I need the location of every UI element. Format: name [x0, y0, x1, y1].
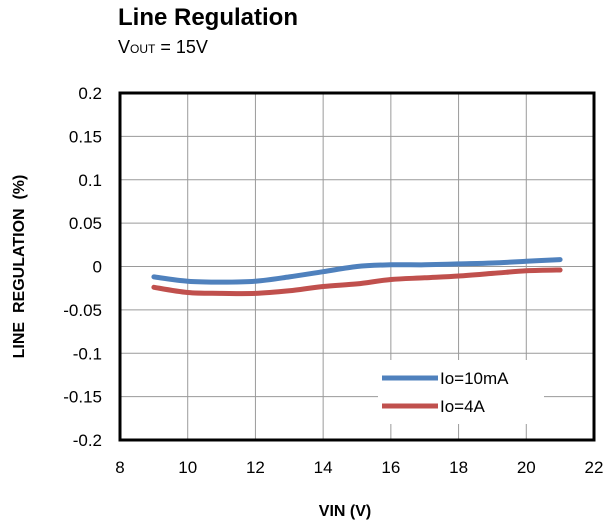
x-tick-label: 12: [246, 458, 265, 477]
series-line: [151, 267, 563, 297]
x-tick-label: 20: [517, 458, 536, 477]
subtitle-subscript: OUT: [130, 42, 156, 56]
y-tick-labels: 0.2 0.15 0.1 0.05 0 -0.05 -0.1 -0.15 -0.2: [63, 84, 102, 450]
y-tick-label: 0.15: [69, 127, 102, 146]
legend: Io=10mA Io=4A: [378, 360, 544, 424]
legend-label: Io=4A: [440, 397, 486, 416]
y-tick-label: -0.1: [73, 344, 102, 363]
y-tick-label: -0.15: [63, 388, 102, 407]
y-axis-label: LINE REGULATION (%): [11, 175, 28, 359]
chart-title: Line Regulation: [118, 4, 298, 31]
legend-box: [378, 360, 544, 424]
y-tick-label: 0: [93, 258, 102, 277]
x-axis-label: VIN (V): [319, 503, 371, 520]
x-tick-labels: 8 10 12 14 16 18 20 22: [115, 458, 603, 477]
x-tick-label: 16: [381, 458, 400, 477]
y-tick-label: 0.1: [78, 171, 102, 190]
x-tick-label: 14: [314, 458, 333, 477]
series-lines: [151, 257, 563, 297]
subtitle-prefix: V: [118, 37, 131, 57]
x-tick-label: 8: [115, 458, 124, 477]
y-tick-label: -0.2: [73, 431, 102, 450]
y-tick-label: -0.05: [63, 301, 102, 320]
y-tick-label: 0.05: [69, 214, 102, 233]
chart-subtitle: VOUT = 15V: [118, 37, 208, 58]
legend-label: Io=10mA: [440, 369, 509, 388]
x-tick-label: 18: [449, 458, 468, 477]
subtitle-suffix: = 15V: [155, 37, 208, 57]
series-line: [151, 257, 563, 285]
y-tick-label: 0.2: [78, 84, 102, 103]
x-tick-label: 22: [585, 458, 604, 477]
plot-area-border: [118, 91, 596, 442]
x-tick-label: 10: [178, 458, 197, 477]
